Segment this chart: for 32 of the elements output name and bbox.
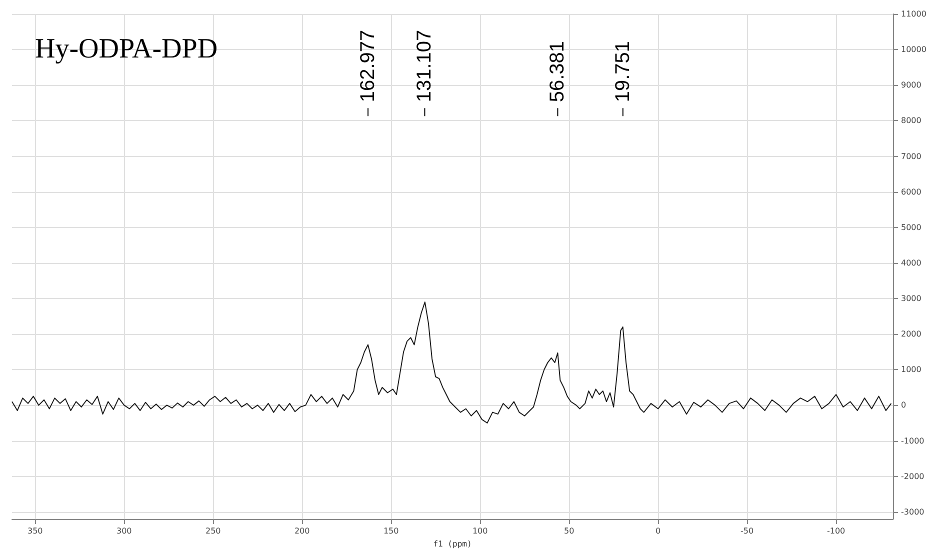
y-tick-label: 3000 [901,294,922,304]
y-tick-label: 9000 [901,80,922,90]
x-tick-label: 0 [656,526,661,536]
line-series [12,302,892,424]
x-tick-label: 150 [383,526,399,536]
y-tick-label: 1000 [901,365,922,374]
y-tick-label: 5000 [901,222,922,232]
y-tick-label: 4000 [901,258,922,268]
x-tick-label: -100 [826,526,846,536]
text: Hy-ODPA-DPD [35,34,218,64]
y-tick-label: -3000 [901,507,924,516]
x-tick-label: 200 [294,526,310,536]
x-tick-label: 250 [205,526,221,536]
annotation: 19.751 [612,40,634,102]
annotation: 162.977 [357,30,379,102]
x-tick-label: 300 [116,526,132,536]
y-tick-label: 7000 [901,152,922,161]
y-tick-label: -1000 [901,436,924,446]
y-tick-label: 2000 [901,330,922,339]
x-tick-label: 100 [472,526,488,536]
x-tick-label: 350 [27,526,43,536]
x-axis-title: f1 (ppm) [433,539,472,548]
y-tick-label: 11000 [901,10,926,18]
y-tick-label: 6000 [901,187,922,196]
x-tick-label: -50 [740,526,754,536]
y-tick-label: 8000 [901,116,922,126]
y-tick-label: 10000 [901,45,926,54]
y-tick-label: -2000 [901,472,924,481]
annotation: 131.107 [414,30,436,102]
y-tick-label: 0 [901,400,906,410]
annotation: 56.381 [546,40,569,102]
x-tick-label: 50 [564,526,574,536]
